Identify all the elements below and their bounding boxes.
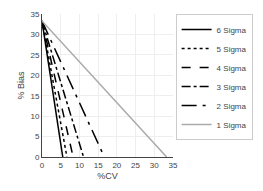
svg-text:30: 30 [30, 30, 39, 39]
svg-text:15: 15 [30, 92, 39, 101]
svg-text:5: 5 [35, 132, 40, 141]
svg-text:35: 35 [169, 161, 178, 170]
svg-text:2 Sigma: 2 Sigma [217, 102, 247, 111]
svg-text:25: 25 [30, 51, 39, 60]
svg-text:25: 25 [131, 161, 140, 170]
svg-text:15: 15 [94, 161, 103, 170]
svg-text:% Bias: % Bias [16, 71, 26, 100]
svg-text:%CV: %CV [97, 171, 118, 181]
svg-text:3 Sigma: 3 Sigma [217, 83, 247, 92]
svg-text:4 Sigma: 4 Sigma [217, 64, 247, 73]
svg-text:10: 10 [30, 112, 39, 121]
svg-text:5 Sigma: 5 Sigma [217, 45, 247, 54]
svg-text:20: 20 [30, 71, 39, 80]
svg-text:1 Sigma: 1 Sigma [217, 121, 247, 130]
svg-text:20: 20 [112, 161, 121, 170]
svg-text:0: 0 [35, 153, 40, 162]
svg-text:35: 35 [30, 10, 39, 19]
svg-text:6 Sigma: 6 Sigma [217, 26, 247, 35]
svg-text:5: 5 [58, 161, 63, 170]
svg-text:30: 30 [150, 161, 159, 170]
svg-text:0: 0 [40, 161, 45, 170]
svg-text:10: 10 [75, 161, 84, 170]
